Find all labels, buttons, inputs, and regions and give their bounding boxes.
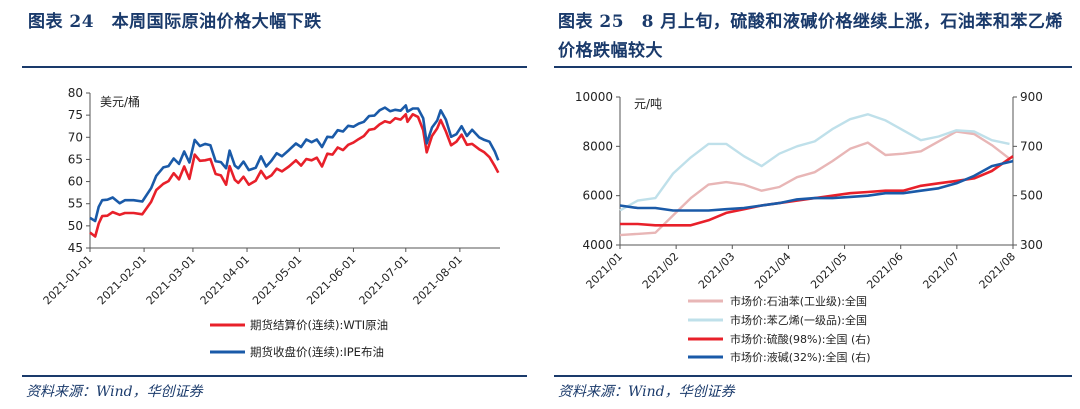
left-source-note: 资料来源：Wind，华创证券 bbox=[26, 384, 203, 400]
left-figure: 图表 24 本周国际原油价格大幅下跌 45 50 55 60 65 70 75 80 2021-… bbox=[22, 12, 527, 400]
x-tick-label: 2021/04 bbox=[752, 250, 794, 292]
right-source-rule bbox=[554, 375, 1072, 377]
right-y-tick-label: 500 bbox=[1020, 189, 1043, 203]
y-tick-label: 60 bbox=[68, 175, 83, 189]
x-tick-label: 2021/07 bbox=[920, 250, 962, 292]
series-line-wti bbox=[89, 113, 500, 238]
left-source-rule bbox=[22, 375, 527, 377]
y-tick-label: 80 bbox=[68, 86, 83, 100]
x-tick-label: 2021-02-01 bbox=[95, 253, 149, 307]
left-figure-title: 图表 24 本周国际原油价格大幅下跌 bbox=[28, 12, 322, 32]
x-tick-label: 2021-06-01 bbox=[304, 253, 358, 307]
right-title-rule bbox=[554, 66, 1072, 68]
x-tick-label: 2021-05-01 bbox=[250, 253, 304, 307]
legend-label: 市场价:石油苯(工业级):全国 bbox=[730, 294, 867, 308]
series-line-styrene bbox=[619, 113, 1010, 212]
series-line-benzene bbox=[619, 130, 1011, 237]
right-figure-title: 图表 25 8 月上旬，硫酸和液碱价格继续上涨，石油苯和苯乙烯价格跌幅较大 bbox=[558, 12, 1063, 61]
right-source-note: 资料来源：Wind，华创证券 bbox=[558, 384, 735, 400]
x-tick-label: 2021-08-01 bbox=[411, 253, 465, 307]
right-y-tick-label: 300 bbox=[1020, 238, 1043, 252]
x-tick-label: 2021-04-01 bbox=[198, 253, 252, 307]
y-tick-label: 45 bbox=[68, 241, 83, 255]
legend-label: 期货收盘价(连续):IPE布油 bbox=[250, 345, 384, 359]
y-tick-label: 50 bbox=[68, 219, 83, 233]
left-title-rule bbox=[22, 66, 527, 68]
y-tick-label: 70 bbox=[68, 130, 83, 144]
right-figure: 图表 25 8 月上旬，硫酸和液碱价格继续上涨，石油苯和苯乙烯价格跌幅较大 40… bbox=[548, 0, 1080, 409]
y-tick-label: 55 bbox=[68, 197, 83, 211]
x-tick-label: 2021/01 bbox=[584, 250, 626, 292]
x-tick-label: 2021-01-01 bbox=[41, 253, 95, 307]
left-y-tick-label: 10000 bbox=[575, 90, 613, 104]
x-tick-label: 2021/05 bbox=[808, 250, 850, 292]
y-tick-label: 75 bbox=[68, 108, 83, 122]
x-tick-label: 2021-03-01 bbox=[144, 253, 198, 307]
x-tick-label: 2021/06 bbox=[864, 250, 906, 292]
y-axis-unit-label: 元/吨 bbox=[634, 97, 662, 111]
x-tick-label: 2021/03 bbox=[696, 250, 738, 292]
x-tick-label: 2021-07-01 bbox=[357, 253, 411, 307]
left-y-tick-label: 4000 bbox=[582, 238, 613, 252]
y-tick-label: 65 bbox=[68, 152, 83, 166]
left-y-tick-label: 8000 bbox=[582, 139, 613, 153]
legend-label: 市场价:硫酸(98%):全国 (右) bbox=[730, 332, 871, 346]
x-tick-label: 2021/08 bbox=[977, 250, 1019, 292]
series-line-caustic-soda bbox=[619, 159, 1014, 212]
left-y-tick-label: 6000 bbox=[582, 189, 613, 203]
series-line-ipe bbox=[89, 104, 500, 223]
legend-label: 市场价:苯乙烯(一级品):全国 bbox=[730, 313, 867, 327]
right-y-tick-label: 700 bbox=[1020, 139, 1043, 153]
right-chart: 4000 6000 8000 10000 300 500 700 900 2021/01 2021… bbox=[575, 90, 1043, 364]
y-axis-unit-label: 美元/桶 bbox=[100, 94, 140, 109]
legend-label: 期货结算价(连续):WTI原油 bbox=[250, 318, 388, 332]
x-tick-label: 2021/02 bbox=[640, 250, 682, 292]
right-y-tick-label: 900 bbox=[1020, 90, 1043, 104]
legend-label: 市场价:液碱(32%):全国 (右) bbox=[730, 350, 871, 364]
